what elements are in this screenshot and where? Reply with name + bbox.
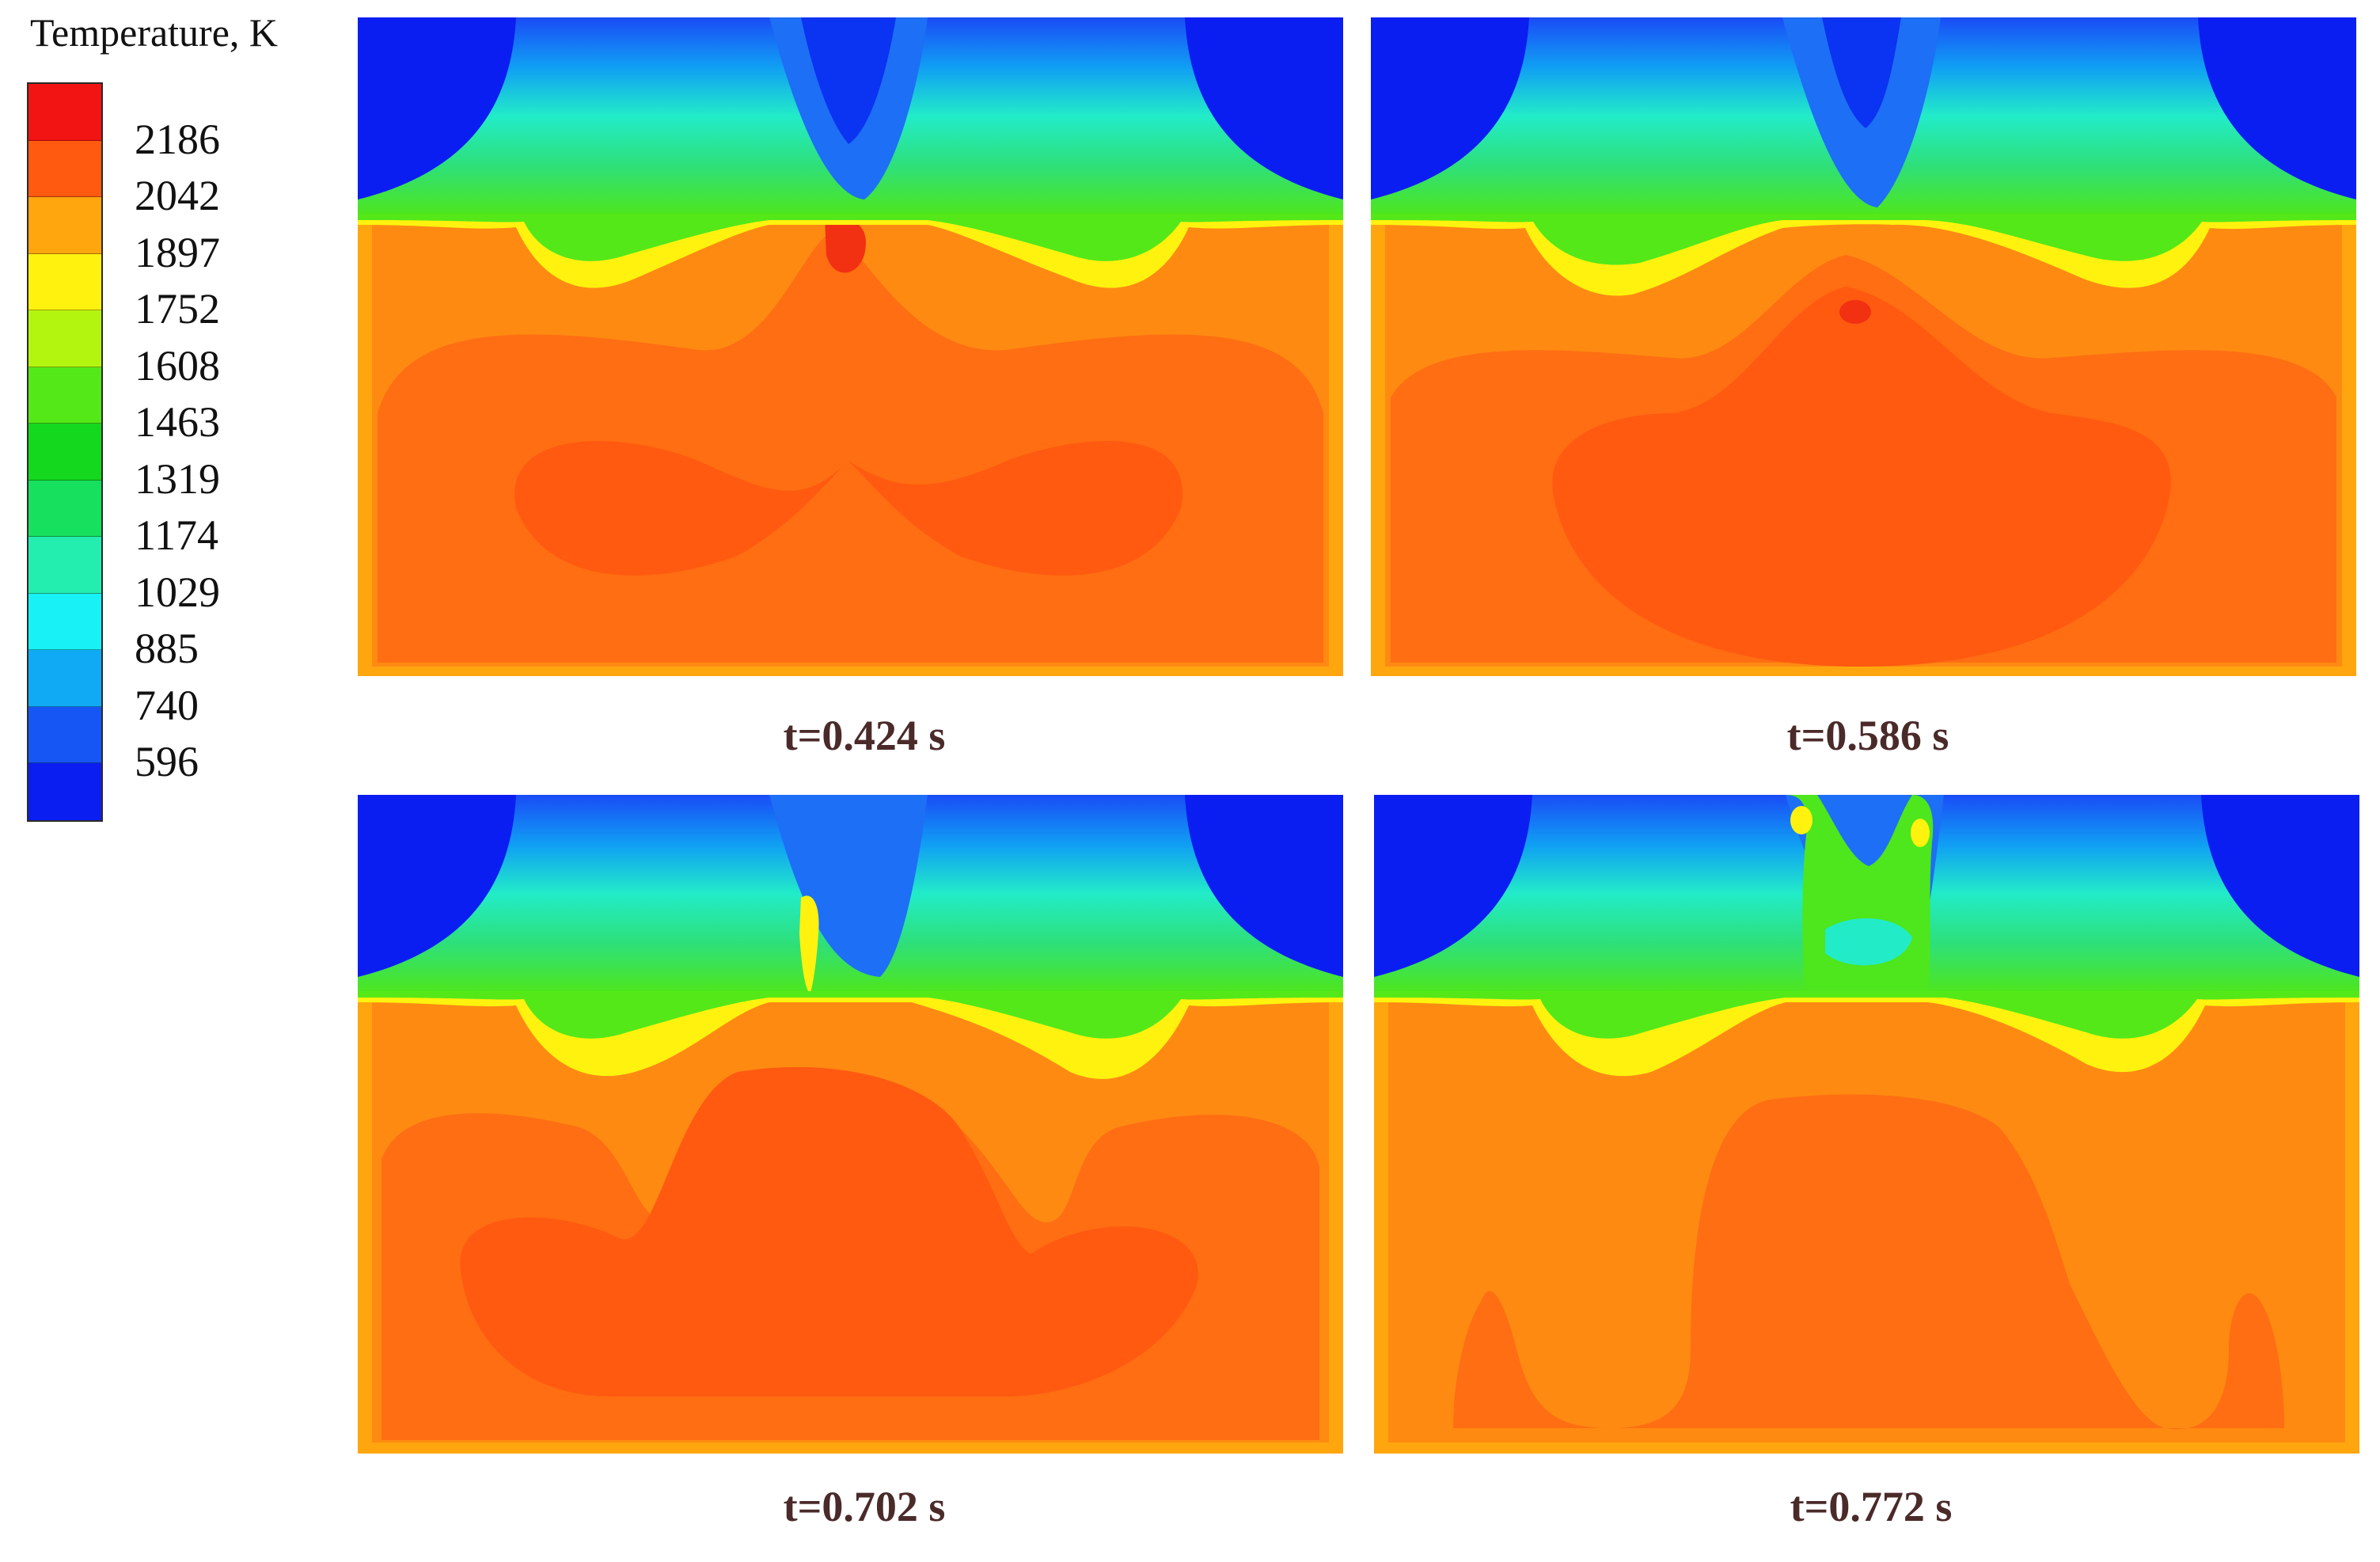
contour-panel-t0702 — [358, 795, 1343, 1454]
panel-caption-3: t=0.702 s — [783, 1483, 946, 1530]
legend-tick-label: 2186 — [135, 115, 220, 163]
panel-caption-4: t=0.772 s — [1790, 1483, 1953, 1530]
legend-color-cell — [28, 197, 101, 254]
legend-tick-label: 2042 — [135, 172, 220, 219]
legend-color-cell — [28, 650, 101, 707]
contour-panel-t0424 — [358, 17, 1343, 676]
panel-caption-1: t=0.424 s — [783, 712, 946, 759]
legend-tick-label: 1174 — [135, 511, 218, 559]
legend-color-cell — [28, 537, 101, 594]
legend-tick-label: 1319 — [135, 454, 220, 503]
legend-tick-label: 1608 — [135, 341, 220, 390]
legend-tick-label: 1897 — [135, 228, 220, 276]
legend-color-cell — [28, 424, 101, 481]
legend-tick-label: 885 — [135, 625, 199, 672]
legend-color-cell — [28, 253, 101, 310]
legend-color-cell — [28, 310, 101, 367]
legend-tick-label: 1463 — [135, 398, 220, 446]
legend-title: Temperature, K — [30, 10, 279, 55]
legend-tick-label: 740 — [135, 681, 199, 729]
contour-panel-t0772 — [1374, 795, 2359, 1454]
legend-color-cell — [28, 593, 101, 650]
legend-color-cell — [28, 763, 101, 820]
legend-tick-label: 596 — [135, 738, 199, 785]
legend-color-cell — [28, 140, 101, 197]
legend-tick-label: 1029 — [135, 568, 220, 616]
legend-tick-label: 1752 — [135, 285, 220, 333]
legend-color-bar — [27, 82, 103, 822]
temperature-legend: Temperature, K 2186 2042 1897 1752 1608 1463 1… — [0, 0, 340, 822]
legend-color-cell — [28, 706, 101, 763]
contour-panel-t0586 — [1371, 17, 2356, 676]
legend-color-cell — [28, 480, 101, 537]
panel-caption-2: t=0.586 s — [1786, 712, 1949, 759]
legend-color-cell — [28, 367, 101, 424]
legend-color-cell — [28, 84, 101, 141]
